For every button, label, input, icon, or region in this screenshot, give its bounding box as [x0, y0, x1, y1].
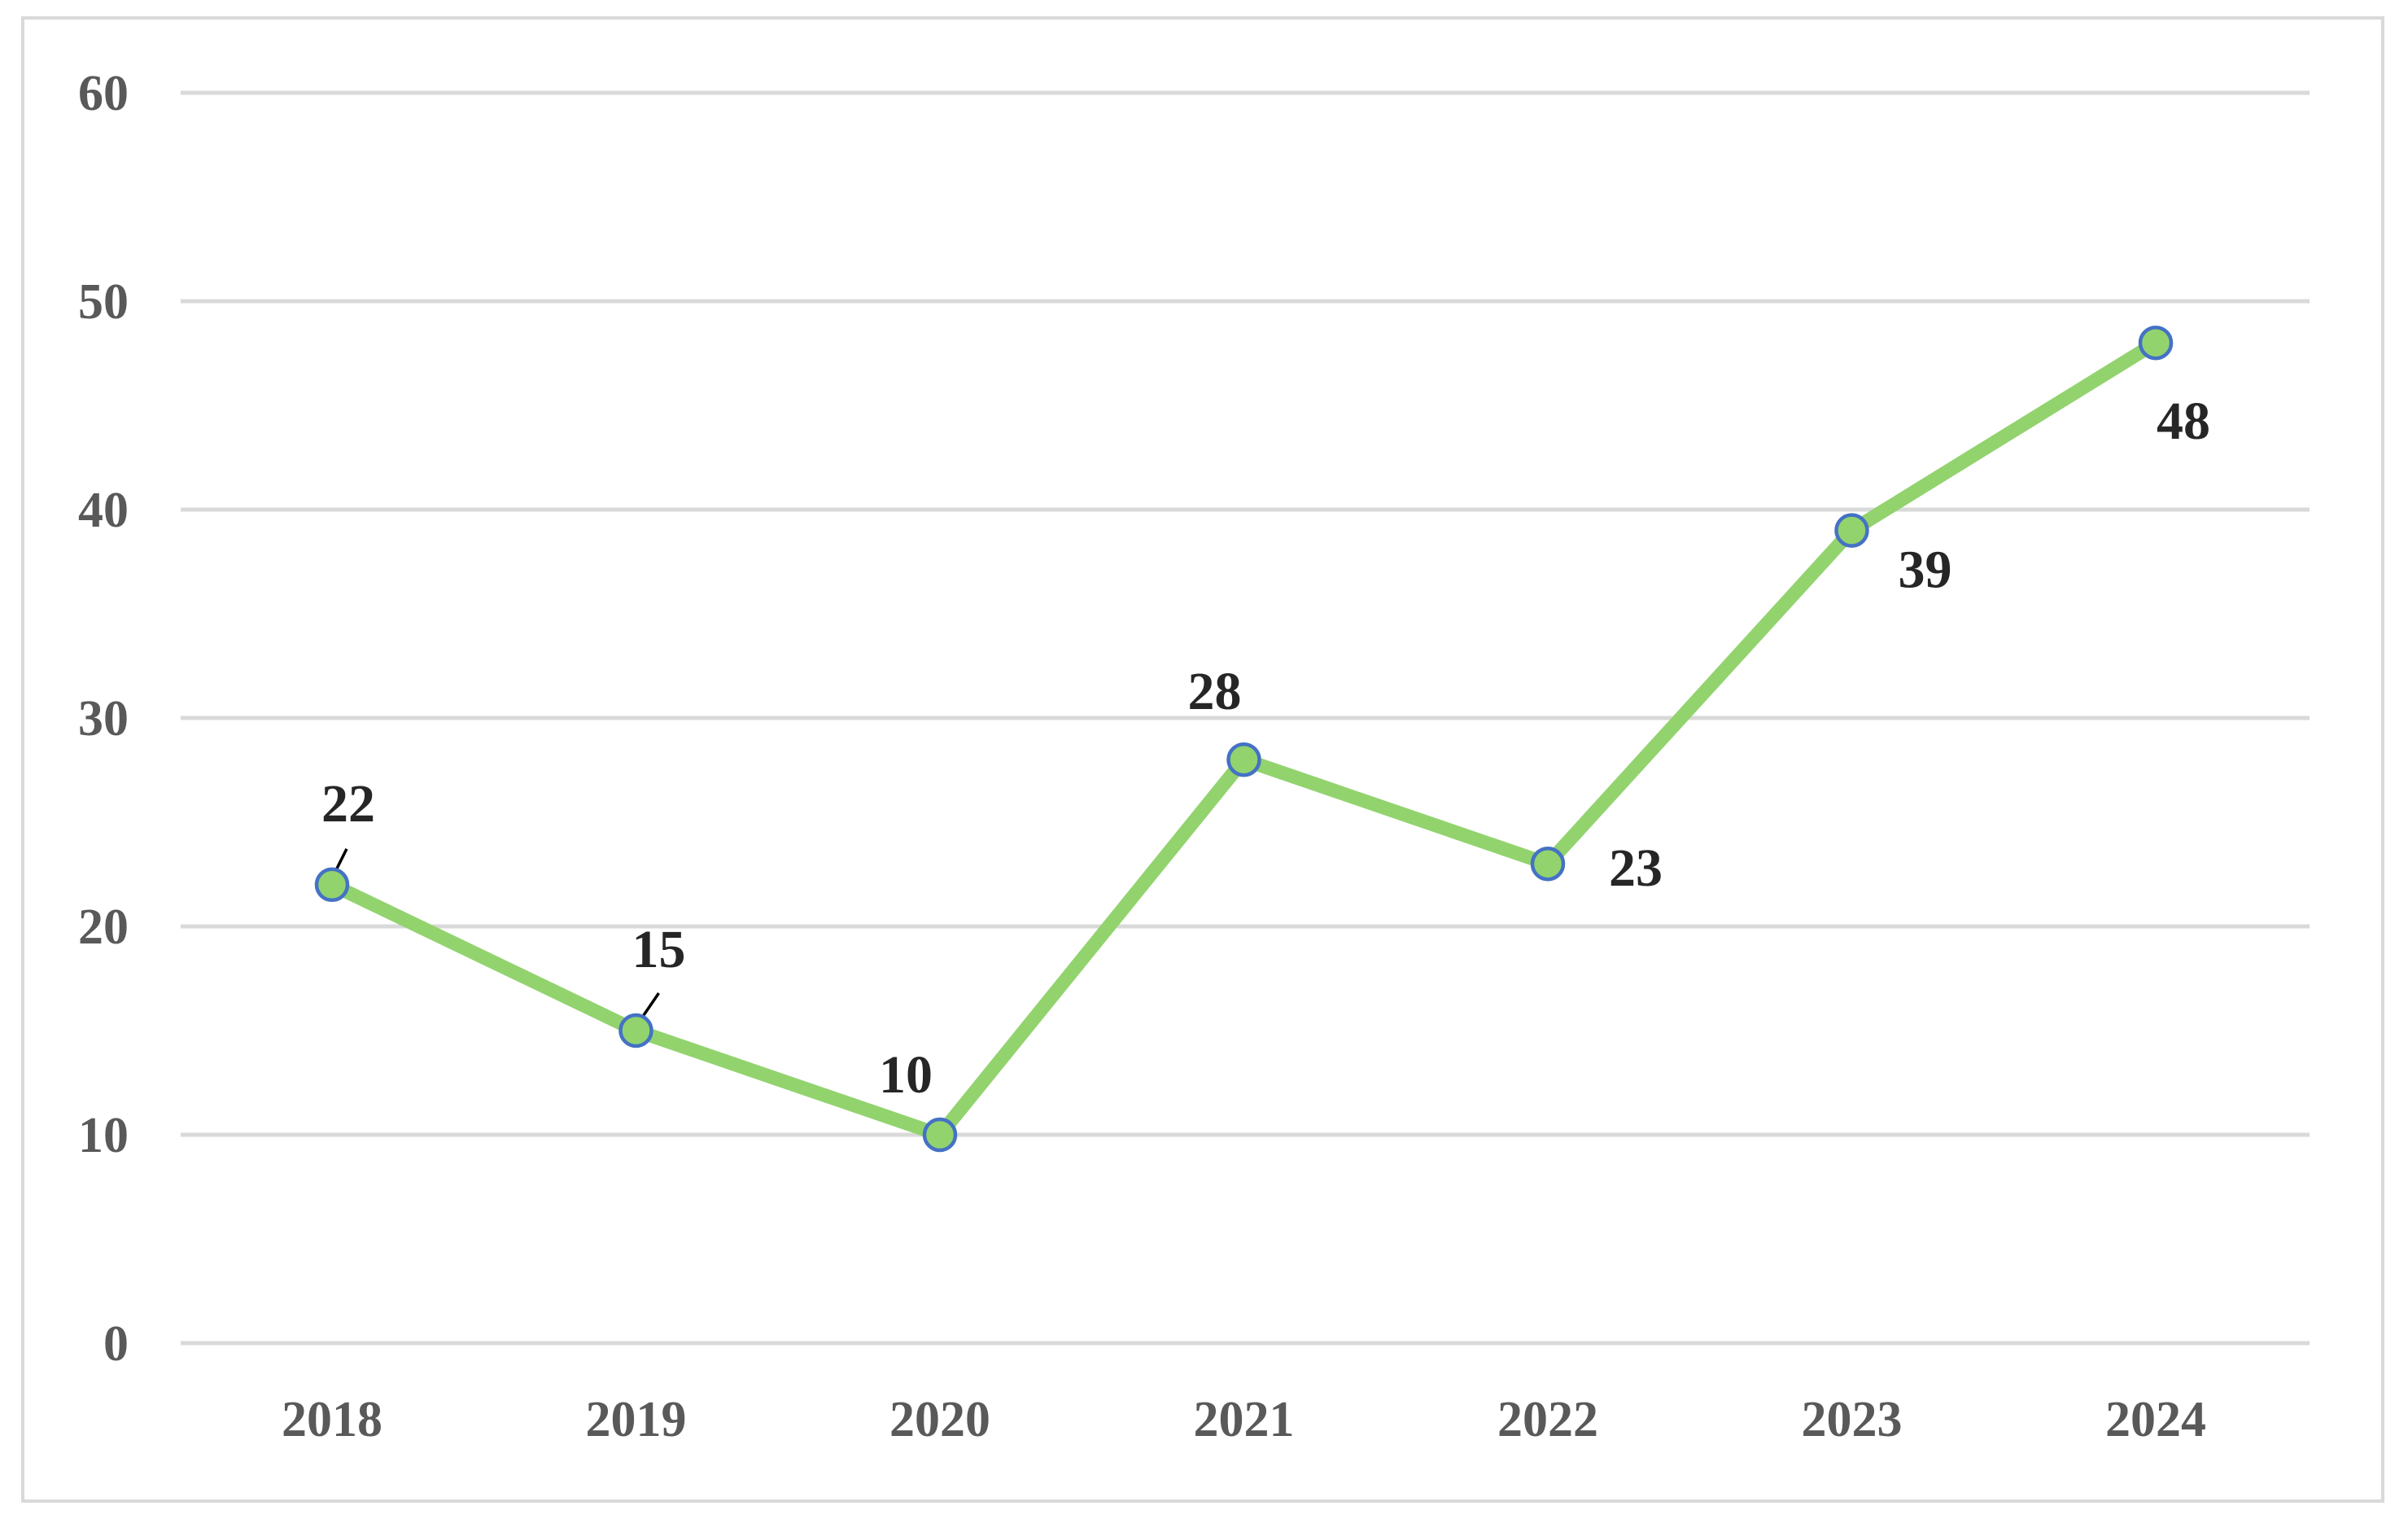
data-label: 28 [1188, 662, 1242, 721]
data-labels: 22 15 10 28 23 39 48 [321, 392, 2210, 1105]
data-point-marker [314, 867, 350, 903]
data-label: 39 [1899, 541, 1952, 600]
x-tick-label: 2018 [282, 1392, 382, 1447]
data-point-marker [922, 1117, 958, 1153]
y-tick-label: 30 [78, 691, 129, 746]
y-tick-label: 60 [78, 66, 129, 121]
gridlines [181, 90, 2310, 1346]
data-point-marker [2138, 325, 2174, 361]
y-tick-label: 20 [78, 900, 129, 955]
data-point-marker [1834, 513, 1869, 548]
x-tick-label: 2024 [2105, 1392, 2206, 1447]
chart-border [21, 16, 2384, 1503]
x-axis-ticks: 2018 2019 2020 2021 2022 2023 2024 [282, 1392, 2206, 1447]
data-point-marker [618, 1013, 653, 1048]
data-point-marker [1530, 846, 1566, 882]
data-point-marker [1226, 742, 1261, 777]
x-tick-label: 2019 [586, 1392, 687, 1447]
y-tick-label: 0 [103, 1316, 129, 1372]
data-label: 23 [1609, 838, 1663, 898]
y-axis-ticks: 0 10 20 30 40 50 60 [78, 66, 129, 1372]
x-tick-label: 2021 [1194, 1392, 1295, 1447]
y-tick-label: 50 [78, 274, 129, 330]
y-tick-label: 40 [78, 483, 129, 538]
x-tick-label: 2022 [1497, 1392, 1598, 1447]
x-tick-label: 2020 [889, 1392, 990, 1447]
x-tick-label: 2023 [1802, 1392, 1903, 1447]
y-tick-label: 10 [78, 1108, 129, 1163]
markers [314, 325, 2174, 1153]
data-label: 15 [632, 920, 686, 979]
data-label: 22 [321, 774, 375, 834]
data-label: 10 [879, 1045, 933, 1105]
data-label: 48 [2157, 392, 2210, 451]
